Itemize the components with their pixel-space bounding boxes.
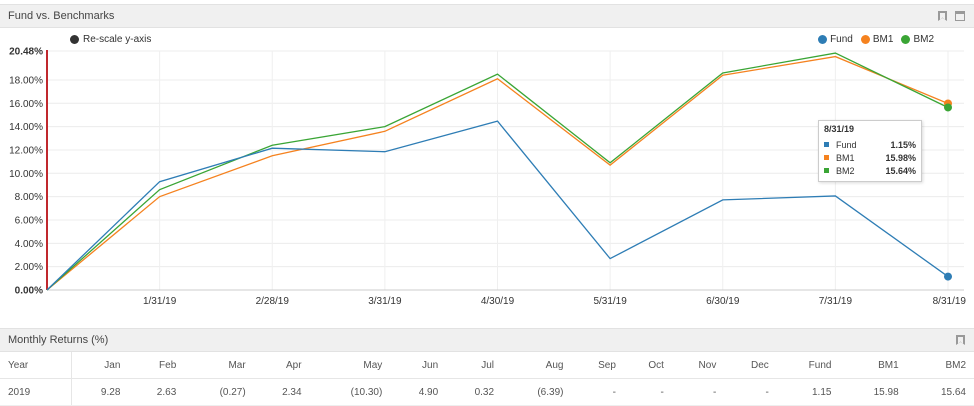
header-year: Year	[0, 352, 72, 379]
x-tick-label: 4/30/19	[481, 296, 515, 307]
header-aug: Aug	[502, 352, 572, 379]
chart-panel-title: Fund vs. Benchmarks	[8, 10, 115, 22]
end-point-bm2	[944, 103, 952, 112]
x-tick-label: 3/31/19	[368, 296, 402, 307]
y-tick-label: 18.00%	[9, 75, 43, 86]
cell-apr: 2.34	[253, 378, 310, 406]
chart-legend: Fund BM1 BM2	[818, 34, 934, 45]
rescale-y-axis-toggle[interactable]: Re-scale y-axis	[70, 34, 151, 45]
header-nov: Nov	[671, 352, 725, 379]
tooltip-date: 8/31/19	[824, 124, 855, 134]
y-tick-label: 8.00%	[15, 192, 43, 203]
cell-oct: -	[623, 378, 672, 406]
header-apr: Apr	[253, 352, 310, 379]
cell-feb: 2.63	[128, 378, 185, 406]
cell-bm2-total: 15.64	[906, 378, 974, 406]
bookmark-icon[interactable]	[938, 11, 947, 21]
header-jul: Jul	[446, 352, 503, 379]
tooltip-bm2-swatch-icon	[824, 168, 829, 173]
x-tick-label: 1/31/19	[143, 296, 177, 307]
header-mar: Mar	[184, 352, 254, 379]
returns-header-row: Year Jan Feb Mar Apr May Jun Jul Aug Sep…	[0, 352, 974, 379]
monthly-returns-table: Year Jan Feb Mar Apr May Jun Jul Aug Sep…	[0, 352, 974, 406]
legend-bm1-dot-icon	[860, 35, 870, 44]
returns-panel-header: Monthly Returns (%)	[0, 328, 974, 352]
header-bm1: BM1	[839, 352, 907, 379]
performance-line-chart: 0.00% 2.00% 4.00% 6.00% 8.00% 10.00% 12.00% 14.…	[9, 47, 967, 308]
rescale-label: Re-scale y-axis	[83, 34, 152, 45]
tooltip-row-bm1: BM1 15.98%	[824, 151, 916, 164]
x-tick-label: 8/31/19	[933, 296, 967, 307]
header-jun: Jun	[390, 352, 447, 379]
series-line-bm2	[46, 52, 949, 291]
legend-item-bm1[interactable]: BM1	[860, 34, 894, 45]
legend-item-fund[interactable]: Fund	[818, 34, 853, 45]
table-row: 2019 9.28 2.63 (0.27) 2.34 (10.30) 4.90 …	[0, 378, 974, 406]
y-tick-label: 0.00%	[15, 286, 43, 297]
tooltip-fund-name: Fund	[836, 139, 857, 150]
x-tick-label: 2/28/19	[256, 296, 290, 307]
chart-panel-header: Fund vs. Benchmarks	[0, 4, 974, 28]
header-fund: Fund	[776, 352, 840, 379]
header-dec: Dec	[724, 352, 777, 379]
series-line-bm1	[46, 55, 949, 291]
header-feb: Feb	[128, 352, 185, 379]
legend-bm2-dot-icon	[901, 35, 911, 44]
cell-nov: -	[671, 378, 725, 406]
cell-mar: (0.27)	[184, 378, 254, 406]
header-oct: Oct	[623, 352, 672, 379]
tooltip-row-fund: Fund 1.15%	[824, 138, 916, 151]
cell-dec: -	[724, 378, 777, 406]
cell-fund-total: 1.15	[776, 378, 840, 406]
x-tick-label: 6/30/19	[706, 296, 740, 307]
series-line-fund	[46, 120, 949, 291]
chart-tooltip: 8/31/19 Fund 1.15% BM1 15.98% BM2 15.64%	[818, 120, 922, 182]
y-tick-label: 12.00%	[9, 145, 43, 156]
y-tick-label: 20.48%	[9, 47, 43, 58]
tooltip-bm1-value: 15.98%	[885, 152, 916, 163]
cell-bm1-total: 15.98	[839, 378, 907, 406]
end-point-fund	[944, 272, 952, 281]
legend-fund-label: Fund	[830, 34, 853, 45]
tooltip-fund-value: 1.15%	[890, 139, 916, 150]
returns-panel-title: Monthly Returns (%)	[8, 334, 109, 346]
x-tick-label: 5/31/19	[593, 296, 627, 307]
tooltip-fund-swatch-icon	[824, 142, 829, 147]
y-tick-label: 10.00%	[9, 169, 43, 180]
header-bm2: BM2	[906, 352, 974, 379]
y-tick-label: 6.00%	[15, 215, 43, 226]
y-tick-label: 14.00%	[9, 122, 43, 133]
y-tick-label: 4.00%	[15, 239, 43, 250]
cell-jun: 4.90	[390, 378, 447, 406]
legend-bm2-label: BM2	[913, 34, 934, 45]
header-sep: Sep	[571, 352, 624, 379]
cell-year: 2019	[0, 378, 72, 406]
tooltip-bm1-swatch-icon	[824, 155, 829, 160]
y-tick-label: 2.00%	[15, 262, 43, 273]
tooltip-bm2-name: BM2	[836, 165, 855, 176]
cell-jul: 0.32	[446, 378, 503, 406]
rescale-dot-icon	[70, 35, 79, 44]
cell-may: (10.30)	[309, 378, 391, 406]
cell-jan: 9.28	[71, 378, 129, 406]
cell-aug: (6.39)	[502, 378, 572, 406]
legend-bm1-label: BM1	[872, 34, 894, 45]
maximize-icon[interactable]	[955, 11, 965, 21]
x-tick-label: 7/31/19	[819, 296, 853, 307]
cell-sep: -	[571, 378, 624, 406]
header-may: May	[309, 352, 391, 379]
returns-bookmark-icon[interactable]	[956, 335, 965, 345]
header-jan: Jan	[71, 352, 129, 379]
legend-fund-dot-icon	[818, 35, 828, 44]
legend-item-bm2[interactable]: BM2	[901, 34, 934, 45]
tooltip-bm1-name: BM1	[836, 152, 855, 163]
y-tick-label: 16.00%	[9, 99, 43, 110]
tooltip-bm2-value: 15.64%	[885, 165, 916, 176]
tooltip-row-bm2: BM2 15.64%	[824, 164, 916, 177]
